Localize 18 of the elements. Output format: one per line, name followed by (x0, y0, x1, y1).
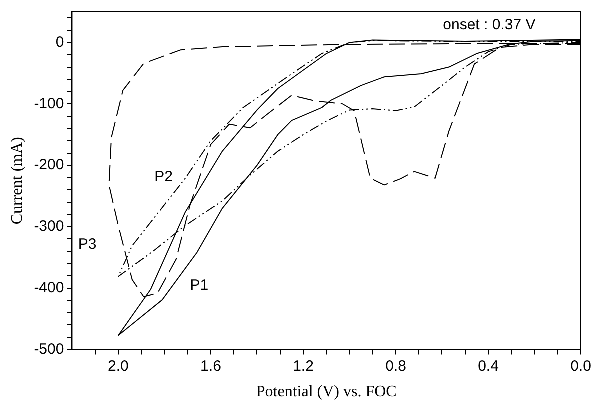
y-axis-title: Current (mA) (8, 137, 26, 225)
x-tick-label: 1.2 (293, 358, 314, 375)
y-tick-label: -400 (34, 280, 64, 297)
annotation: P3 (78, 236, 97, 254)
y-tick-label: 0 (56, 34, 64, 51)
x-tick-label: 2.0 (108, 358, 129, 375)
x-tick-label: 0.8 (386, 358, 406, 375)
annotation: P2 (154, 168, 173, 186)
annotation: onset : 0.37 V (443, 16, 536, 34)
y-tick-label: -300 (34, 218, 64, 236)
annotation: P1 (190, 276, 209, 294)
y-tick-label: -200 (34, 156, 64, 174)
x-tick-label: 1.6 (200, 358, 222, 375)
x-tick-label: 0.0 (570, 358, 592, 375)
x-axis-title: Potential (V) vs. FOC (256, 384, 397, 401)
x-tick-label: 0.4 (478, 358, 499, 375)
y-tick-label: -500 (34, 340, 64, 358)
y-tick-label: -100 (34, 95, 64, 112)
